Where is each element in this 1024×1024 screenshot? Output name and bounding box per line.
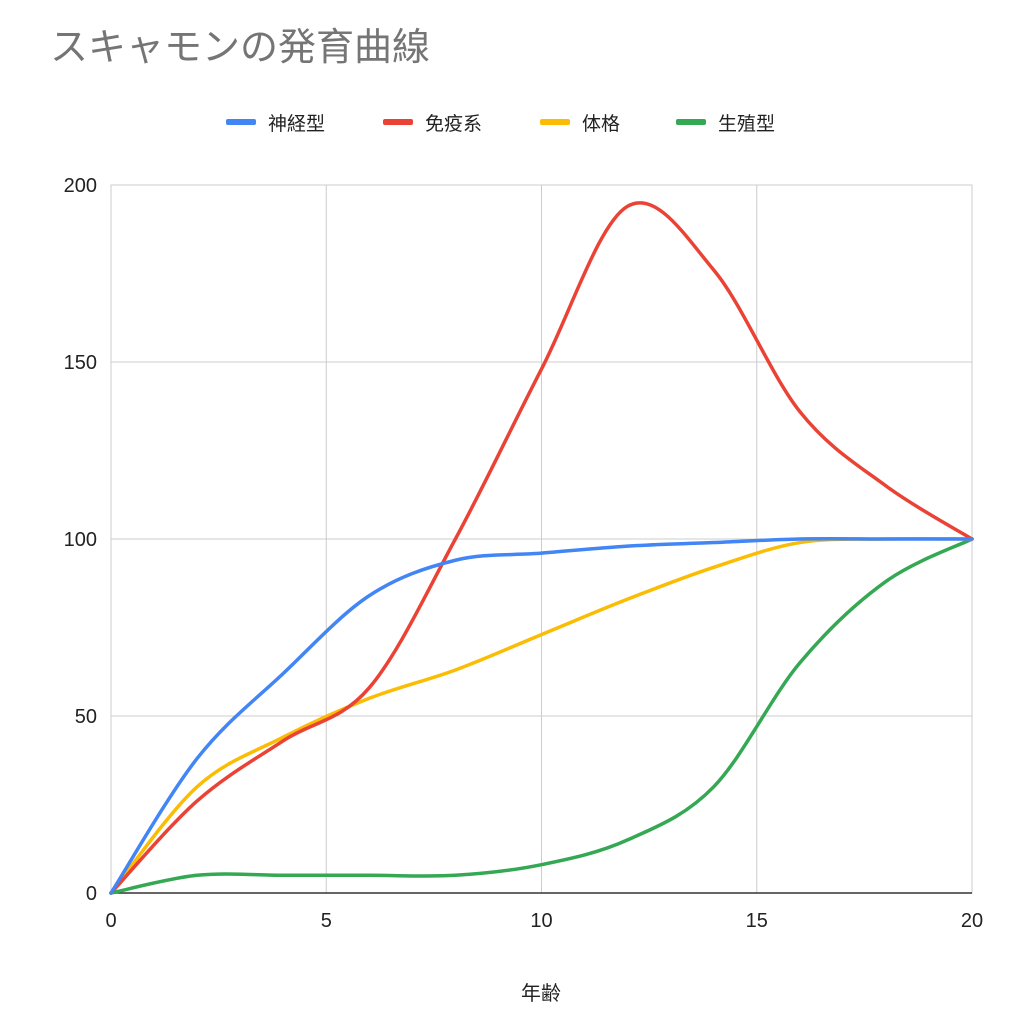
series-line [109,537,974,895]
y-tick-label: 50 [75,706,97,728]
legend: 神経型 免疫系 体格 生殖型 [226,113,775,135]
chart-title: スキャモンの発育曲線 [50,25,431,69]
legend-label: 免疫系 [425,113,482,135]
x-tick-label: 20 [961,910,983,932]
legend-label: 体格 [582,113,620,135]
legend-label: 生殖型 [718,113,775,135]
y-tick-label: 150 [64,352,97,374]
legend-swatch [676,119,706,125]
y-tick-label: 100 [64,529,97,551]
grid [110,184,973,894]
x-tick-label: 5 [321,910,332,932]
series-line [109,201,974,895]
x-tick-label: 15 [746,910,768,932]
y-axis-ticks: 0 50 100 150 200 [64,175,97,905]
legend-swatch [226,119,256,125]
series-line [109,536,974,895]
x-tick-label: 10 [530,910,552,932]
x-axis-title: 年齢 [521,981,561,1005]
legend-label: 神経型 [268,113,325,135]
x-axis-ticks: 0 5 10 15 20 [105,910,983,932]
y-tick-label: 0 [86,883,97,905]
legend-swatch [383,119,413,125]
x-tick-label: 0 [105,910,116,932]
series-lines [109,201,974,895]
y-tick-label: 200 [64,175,97,197]
legend-swatch [540,119,570,125]
